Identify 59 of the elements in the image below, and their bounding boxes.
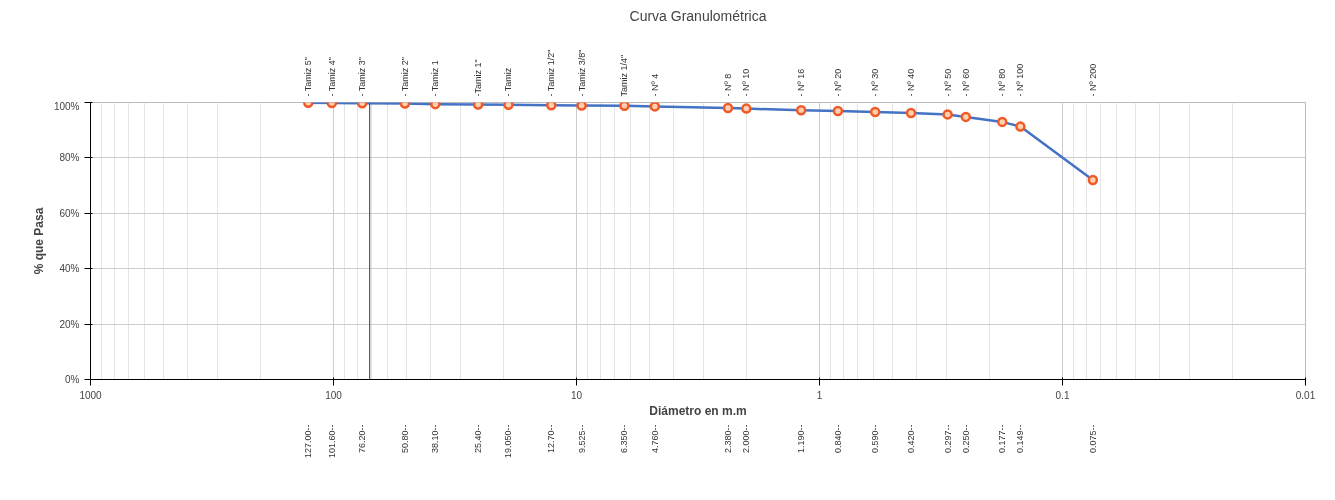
text: 0.420-- xyxy=(906,424,917,454)
x-axis-title: Diámetro en m.m xyxy=(649,403,747,418)
text: 0.297-- xyxy=(942,424,953,454)
x-tick-label: 1000 xyxy=(79,389,103,401)
text: - Tamiz 1/2" xyxy=(546,49,557,97)
text: 4.760-- xyxy=(649,424,660,454)
text: 12.70-- xyxy=(546,424,557,454)
text: - Tamiz xyxy=(503,67,514,97)
text: 101.60-- xyxy=(326,424,337,459)
text: - Nº 30 xyxy=(870,68,881,97)
text: - Tamiz 3/8" xyxy=(576,49,587,97)
text: 50.80-- xyxy=(399,424,410,454)
x-tick-label: 0.01 xyxy=(1295,389,1316,401)
y-tick-label: 100% xyxy=(53,100,80,112)
text: - Nº 50 xyxy=(942,68,953,97)
text: 0.149-- xyxy=(1015,424,1026,454)
text: Tamiz 1/4" xyxy=(619,54,630,97)
text: 0.250-- xyxy=(960,424,971,454)
text: - Tamiz 2" xyxy=(399,56,410,97)
text: - Nº 200 xyxy=(1087,63,1098,97)
y-axis-title: % que Pasa xyxy=(31,207,46,275)
x-tick-label: 0.1 xyxy=(1055,389,1070,401)
text: - Nº 4 xyxy=(649,73,660,97)
text: - Nº 60 xyxy=(960,68,971,97)
text: 6.350-- xyxy=(619,424,630,454)
text: 0.075-- xyxy=(1087,424,1098,454)
text: - Tamiz 3" xyxy=(357,56,368,97)
text: - Tamiz 5" xyxy=(303,56,314,97)
text: - Nº 40 xyxy=(906,68,917,97)
y-tick-label: 40% xyxy=(59,263,80,275)
text: 38.10-- xyxy=(430,424,441,454)
y-tick-label: 60% xyxy=(59,207,80,219)
x-tick-label: 1 xyxy=(816,389,823,401)
text: 127.00-- xyxy=(303,424,314,459)
text: - Nº 10 xyxy=(741,68,752,97)
text: - Nº 16 xyxy=(796,68,807,97)
text: - Tamiz 4" xyxy=(326,56,337,97)
y-tick-label: 20% xyxy=(59,318,80,330)
text: - Nº 80 xyxy=(997,68,1008,97)
x-tick-label: 100 xyxy=(325,389,343,401)
text: - Tamiz 1 xyxy=(430,60,441,97)
y-tick-label: 80% xyxy=(59,152,80,164)
text: 9.525-- xyxy=(576,424,587,454)
text: 1.190-- xyxy=(796,424,807,454)
text: - Nº 20 xyxy=(832,68,843,97)
text: - Nº 100 xyxy=(1015,63,1026,97)
text: 25.40-- xyxy=(473,424,484,454)
text: 19.050-- xyxy=(503,424,514,459)
text: 0.177-- xyxy=(997,424,1008,454)
text: 76.20-- xyxy=(357,424,368,454)
text: - Nº 8 xyxy=(722,73,733,97)
text: 2.000-- xyxy=(741,424,752,454)
x-tick-label: 10 xyxy=(570,389,583,401)
y-tick-label: 0% xyxy=(65,374,80,385)
text: 0.840-- xyxy=(832,424,843,454)
chart-title: Curva Granulométrica xyxy=(629,7,767,24)
text: 0.590-- xyxy=(870,424,881,454)
text: 2.380-- xyxy=(722,424,733,454)
text: -Tamiz 1" xyxy=(473,59,484,97)
